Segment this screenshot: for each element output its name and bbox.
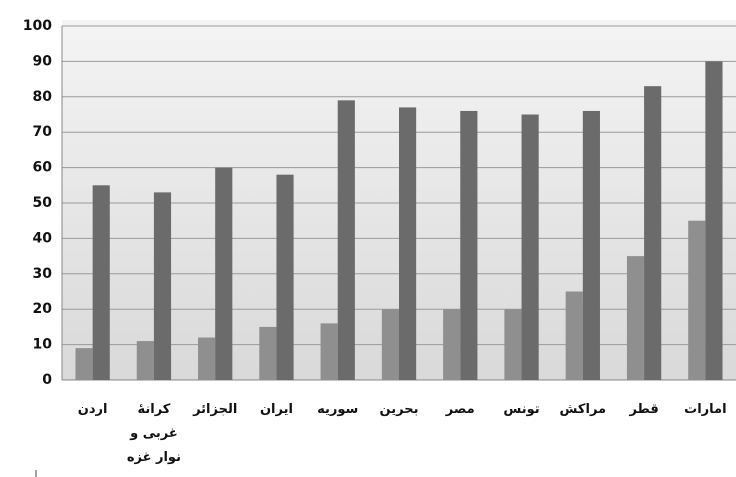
bar bbox=[705, 61, 723, 381]
x-tick-label: بحرین bbox=[379, 402, 419, 417]
x-tick-label: مراکش bbox=[559, 402, 607, 417]
y-tick-label: 50 bbox=[33, 195, 53, 211]
x-tick-label: امارات bbox=[684, 402, 727, 417]
x-tick-label: سوریه bbox=[317, 402, 359, 417]
y-tick-label: 100 bbox=[23, 18, 52, 34]
bar bbox=[644, 86, 662, 381]
bar bbox=[75, 348, 93, 380]
y-tick-label: 60 bbox=[33, 160, 53, 176]
bar bbox=[688, 220, 706, 380]
bar bbox=[276, 174, 294, 380]
x-tick-label: اردن bbox=[77, 402, 108, 417]
bar bbox=[626, 256, 645, 380]
bar bbox=[460, 110, 478, 381]
bar bbox=[153, 192, 172, 380]
y-tick-label: 80 bbox=[33, 89, 53, 105]
y-tick-label: 40 bbox=[33, 230, 53, 246]
y-tick-label: 20 bbox=[33, 301, 53, 317]
x-tick-label: قطر bbox=[629, 402, 659, 417]
bar bbox=[399, 107, 417, 381]
bar bbox=[92, 185, 110, 380]
bar bbox=[215, 167, 233, 380]
bar bbox=[582, 110, 600, 381]
bar bbox=[320, 323, 338, 380]
bar bbox=[521, 114, 539, 380]
bar bbox=[337, 100, 355, 380]
y-tick-label: 30 bbox=[33, 266, 53, 282]
x-tick-label: مصر bbox=[445, 402, 475, 417]
x-tick-label: تونس bbox=[503, 402, 540, 417]
y-tick-label: 70 bbox=[33, 124, 53, 140]
bar bbox=[565, 291, 583, 380]
y-tick-label: 10 bbox=[33, 337, 53, 353]
x-tick-label: الجزائر bbox=[193, 402, 238, 417]
x-tick-label: ایران bbox=[259, 402, 293, 417]
bar bbox=[504, 309, 522, 380]
bar bbox=[136, 341, 154, 380]
bar bbox=[381, 309, 399, 380]
y-tick-label: 0 bbox=[42, 372, 52, 388]
y-tick-label: 90 bbox=[33, 53, 53, 69]
bar bbox=[259, 326, 277, 380]
x-tick-label: کرانهٔ غربی و نوار غزه bbox=[126, 402, 181, 465]
bar bbox=[198, 337, 216, 380]
bar bbox=[443, 309, 461, 380]
